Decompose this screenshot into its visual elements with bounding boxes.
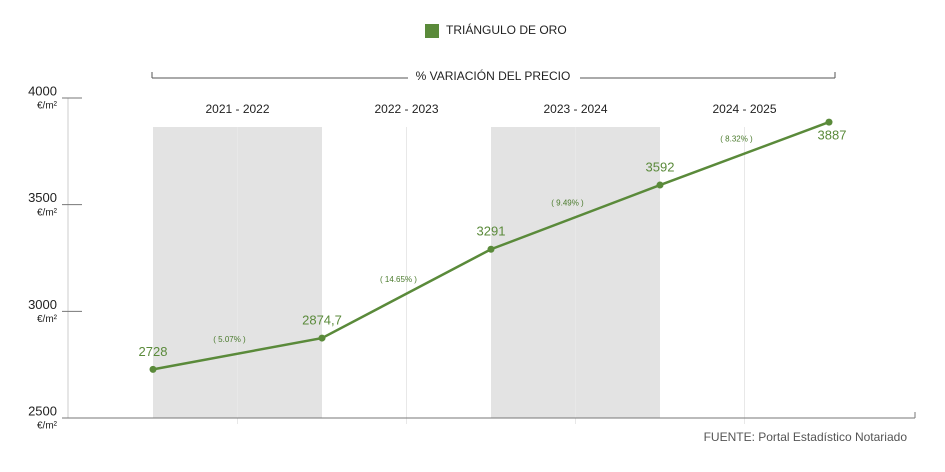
y-unit: €/m² bbox=[37, 207, 58, 218]
y-tick-label: 2500 bbox=[28, 403, 57, 418]
data-label: 2874,7 bbox=[302, 313, 342, 328]
header-bg bbox=[408, 68, 580, 86]
y-tick-label: 3500 bbox=[28, 190, 57, 205]
period-header: % VARIACIÓN DEL PRECIO bbox=[416, 68, 571, 83]
variation-label: ( 5.07% ) bbox=[213, 335, 246, 344]
y-unit: €/m² bbox=[37, 101, 58, 112]
data-label: 2728 bbox=[139, 344, 168, 359]
period-label: 2022 - 2023 bbox=[374, 102, 438, 116]
variation-label: ( 9.49% ) bbox=[551, 198, 584, 207]
y-tick-label: 3000 bbox=[28, 297, 57, 312]
legend-swatch bbox=[425, 24, 439, 38]
period-label: 2024 - 2025 bbox=[712, 102, 776, 116]
data-point bbox=[656, 181, 664, 189]
period-label: 2021 - 2022 bbox=[205, 102, 269, 116]
data-point bbox=[487, 245, 495, 253]
data-label: 3291 bbox=[477, 224, 506, 239]
y-tick-label: 4000 bbox=[28, 83, 57, 98]
data-label: 3592 bbox=[646, 159, 675, 174]
period-label: 2023 - 2024 bbox=[543, 102, 607, 116]
variation-label: ( 8.32% ) bbox=[720, 135, 753, 144]
data-point bbox=[149, 365, 157, 373]
source: FUENTE: Portal Estadístico Notariado bbox=[704, 430, 908, 444]
y-unit: €/m² bbox=[37, 421, 58, 432]
legend-label: TRIÁNGULO DE ORO bbox=[446, 22, 567, 37]
data-point bbox=[318, 334, 326, 342]
variation-label: ( 14.65% ) bbox=[380, 275, 417, 284]
y-unit: €/m² bbox=[37, 314, 58, 325]
data-point bbox=[825, 118, 833, 126]
data-label: 3887 bbox=[818, 128, 847, 143]
